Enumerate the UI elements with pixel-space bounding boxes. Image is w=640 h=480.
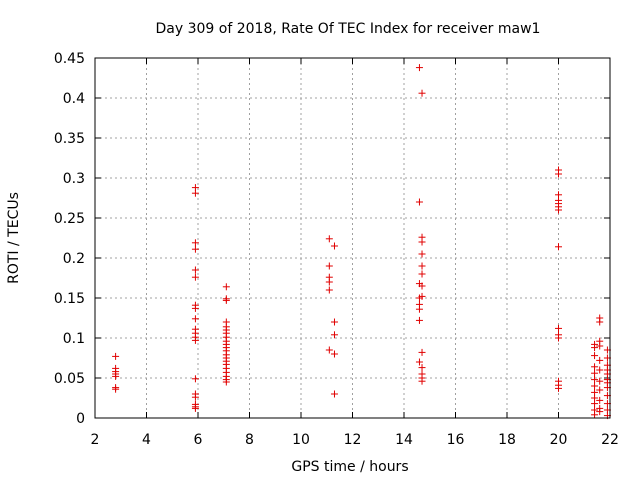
data-point bbox=[330, 390, 338, 398]
data-point bbox=[555, 243, 562, 251]
data-point bbox=[596, 318, 604, 326]
data-point bbox=[330, 242, 338, 250]
data-point bbox=[191, 375, 199, 383]
data-point bbox=[330, 350, 338, 358]
data-point bbox=[418, 270, 426, 278]
data-point bbox=[330, 318, 338, 326]
x-tick-label: 14 bbox=[395, 432, 413, 448]
data-point bbox=[418, 364, 426, 372]
y-tick-label: 0.25 bbox=[54, 211, 85, 227]
data-point bbox=[191, 273, 199, 281]
y-tick-label: 0.05 bbox=[54, 371, 85, 387]
data-point bbox=[191, 245, 199, 253]
data-point bbox=[596, 356, 604, 364]
y-tick-label: 0.15 bbox=[54, 291, 85, 307]
data-point bbox=[191, 304, 199, 312]
y-tick-label: 0 bbox=[76, 411, 85, 427]
data-point bbox=[596, 396, 604, 404]
data-point bbox=[591, 411, 599, 419]
data-point bbox=[555, 170, 562, 178]
data-point bbox=[418, 250, 426, 258]
data-point bbox=[191, 404, 199, 412]
data-point bbox=[596, 377, 604, 385]
data-point bbox=[418, 292, 426, 300]
data-point bbox=[418, 377, 426, 385]
data-point bbox=[191, 189, 199, 197]
grid-lines bbox=[95, 58, 610, 418]
data-point bbox=[415, 305, 423, 313]
data-point bbox=[222, 296, 230, 304]
data-point bbox=[591, 382, 599, 390]
y-tick-label: 0.35 bbox=[54, 131, 85, 147]
data-point bbox=[112, 372, 120, 380]
data-point bbox=[325, 235, 333, 243]
data-point bbox=[191, 266, 199, 274]
y-tick-label: 0.2 bbox=[63, 251, 85, 267]
data-point bbox=[591, 344, 599, 352]
axis-ticks: 0 0.05 0.1 0.15 0.2 0.25 0.3 0.35 0.4 0.45 2 4 6 8 10 1… bbox=[54, 51, 619, 448]
data-point bbox=[596, 342, 604, 350]
data-point bbox=[415, 316, 423, 324]
y-tick-label: 0.4 bbox=[63, 91, 85, 107]
x-tick-label: 18 bbox=[498, 432, 516, 448]
data-point bbox=[555, 324, 562, 332]
y-tick-label: 0.3 bbox=[63, 171, 85, 187]
x-axis-label: GPS time / hours bbox=[291, 459, 408, 475]
data-point bbox=[222, 283, 230, 291]
data-point bbox=[418, 238, 426, 246]
data-point bbox=[418, 89, 426, 97]
x-tick-label: 8 bbox=[245, 432, 254, 448]
data-point bbox=[418, 282, 426, 290]
data-point bbox=[591, 369, 599, 377]
data-point bbox=[591, 363, 599, 371]
data-point bbox=[555, 206, 562, 214]
y-tick-label: 0.45 bbox=[54, 51, 85, 67]
data-point bbox=[415, 198, 423, 206]
x-tick-label: 6 bbox=[194, 432, 203, 448]
x-tick-label: 4 bbox=[142, 432, 151, 448]
data-point bbox=[191, 315, 199, 323]
data-points bbox=[112, 64, 611, 420]
data-point bbox=[418, 262, 426, 270]
x-tick-label: 16 bbox=[447, 432, 465, 448]
data-point bbox=[191, 239, 199, 247]
x-tick-label: 22 bbox=[601, 432, 619, 448]
data-point bbox=[596, 386, 604, 394]
x-tick-label: 2 bbox=[91, 432, 100, 448]
data-point bbox=[591, 376, 599, 384]
data-point bbox=[112, 385, 120, 393]
data-point bbox=[418, 348, 426, 356]
data-point bbox=[325, 346, 333, 354]
data-point bbox=[591, 400, 599, 408]
data-point bbox=[555, 334, 562, 342]
y-axis-label: ROTI / TECUs bbox=[6, 192, 22, 284]
data-point bbox=[325, 286, 333, 294]
data-point bbox=[325, 278, 333, 286]
data-point bbox=[415, 64, 423, 72]
x-tick-label: 12 bbox=[344, 432, 362, 448]
x-tick-label: 10 bbox=[292, 432, 310, 448]
data-point bbox=[591, 352, 599, 360]
data-point bbox=[112, 352, 120, 360]
x-tick-label: 20 bbox=[550, 432, 568, 448]
data-point bbox=[596, 366, 604, 374]
data-point bbox=[325, 262, 333, 270]
data-point bbox=[415, 358, 423, 366]
data-point bbox=[191, 336, 199, 344]
chart-title: Day 309 of 2018, Rate Of TEC Index for r… bbox=[156, 21, 541, 37]
plot-frame bbox=[94, 57, 611, 419]
data-point bbox=[222, 378, 230, 386]
y-tick-label: 0.1 bbox=[63, 331, 85, 347]
data-point bbox=[191, 393, 199, 401]
data-point bbox=[555, 384, 562, 392]
data-point bbox=[596, 408, 604, 416]
data-point bbox=[330, 331, 338, 339]
